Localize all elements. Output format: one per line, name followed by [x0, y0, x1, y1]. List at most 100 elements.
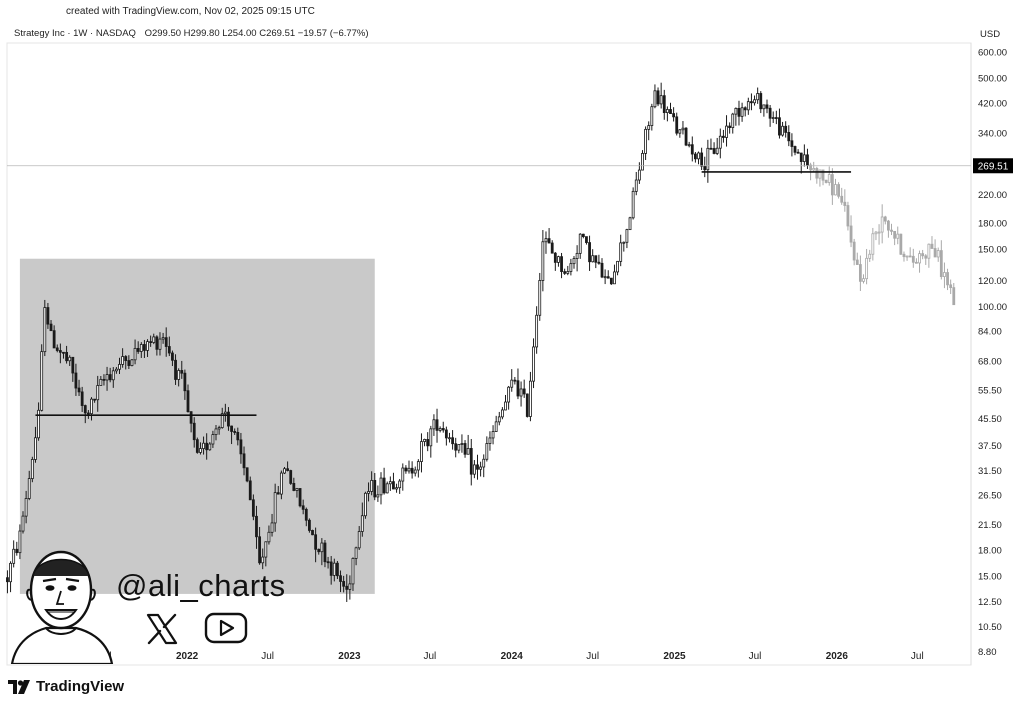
candle — [485, 436, 489, 462]
candle — [323, 540, 327, 568]
candle-body — [883, 216, 887, 222]
candle — [778, 108, 781, 139]
candle-body — [519, 388, 523, 397]
candle — [644, 126, 647, 160]
candle-body — [99, 378, 103, 386]
candle — [130, 359, 134, 367]
candle-body — [251, 499, 255, 517]
candle — [606, 270, 610, 279]
candle-body — [908, 255, 912, 258]
candle — [171, 350, 174, 367]
candle-body — [768, 107, 772, 119]
candle — [314, 527, 318, 563]
candle — [202, 436, 205, 455]
candle — [320, 538, 324, 566]
candle — [292, 477, 296, 492]
candle-body — [438, 428, 442, 431]
candle-body — [815, 168, 819, 179]
candle-body — [616, 260, 619, 273]
candle-body — [370, 480, 374, 492]
candle — [641, 150, 644, 171]
candle — [404, 465, 408, 474]
candle — [454, 437, 458, 458]
candle-body — [24, 498, 28, 517]
candle — [504, 394, 507, 411]
candle — [177, 368, 181, 387]
y-tick-label: 120.00 — [978, 276, 1007, 287]
candle-body — [342, 581, 346, 587]
candle — [6, 570, 9, 594]
candle-body — [336, 562, 339, 577]
candle — [283, 466, 286, 475]
candle — [653, 84, 657, 109]
candle — [276, 486, 280, 495]
candle-body — [684, 127, 688, 146]
candle — [345, 574, 349, 602]
candle-body — [80, 391, 84, 406]
candle — [507, 385, 511, 410]
candle-body — [283, 468, 286, 474]
candle — [24, 490, 28, 524]
candle — [544, 231, 548, 254]
candle — [547, 228, 551, 244]
candle — [550, 240, 554, 254]
youtube-play-icon[interactable] — [204, 612, 248, 644]
candle-body — [149, 341, 153, 344]
candle-body — [625, 229, 629, 243]
x-logo-icon[interactable] — [145, 612, 179, 646]
candle-body — [195, 439, 199, 453]
candle-body — [71, 356, 75, 374]
candle-body — [432, 419, 436, 430]
candle-body — [314, 534, 318, 550]
candle — [566, 265, 570, 276]
candle — [77, 379, 81, 396]
projected-candle — [921, 249, 925, 260]
candle — [21, 511, 25, 534]
candle — [307, 518, 311, 533]
candle-body — [214, 428, 218, 436]
candle — [71, 356, 75, 382]
candle-body — [360, 515, 364, 532]
candle-body — [167, 346, 171, 354]
candle — [516, 368, 520, 400]
x-tick-label: 2025 — [663, 651, 686, 662]
candle — [482, 454, 486, 478]
candle — [519, 381, 523, 407]
candle-body — [905, 255, 909, 258]
candle — [348, 575, 352, 600]
candle — [155, 335, 159, 356]
candle-body — [21, 515, 25, 532]
candle — [491, 425, 495, 445]
candle — [650, 103, 654, 131]
candle-body — [650, 106, 654, 126]
candle — [715, 137, 719, 156]
candle-body — [697, 152, 700, 160]
candle — [211, 430, 215, 448]
candle — [712, 142, 716, 155]
candle-body — [351, 558, 355, 585]
candle — [133, 339, 137, 365]
candle-body — [463, 443, 467, 455]
candle-body — [827, 174, 831, 183]
candle-body — [525, 393, 529, 417]
candle-body — [949, 284, 953, 289]
candle-body — [936, 250, 940, 258]
candle — [603, 269, 607, 285]
candle — [759, 91, 763, 114]
candle — [616, 260, 619, 276]
candle — [796, 149, 800, 154]
candle — [681, 121, 685, 135]
candle — [298, 488, 302, 508]
candle-body — [444, 429, 448, 439]
projected-candle — [949, 279, 953, 295]
candle-body — [27, 478, 31, 499]
candle — [152, 333, 156, 345]
candle-body — [357, 531, 361, 549]
candle — [662, 89, 666, 120]
candle-body — [37, 409, 40, 439]
candle — [93, 398, 97, 403]
last-price-label: 269.51 — [978, 162, 1009, 173]
candle — [619, 234, 623, 267]
candle — [9, 561, 12, 593]
